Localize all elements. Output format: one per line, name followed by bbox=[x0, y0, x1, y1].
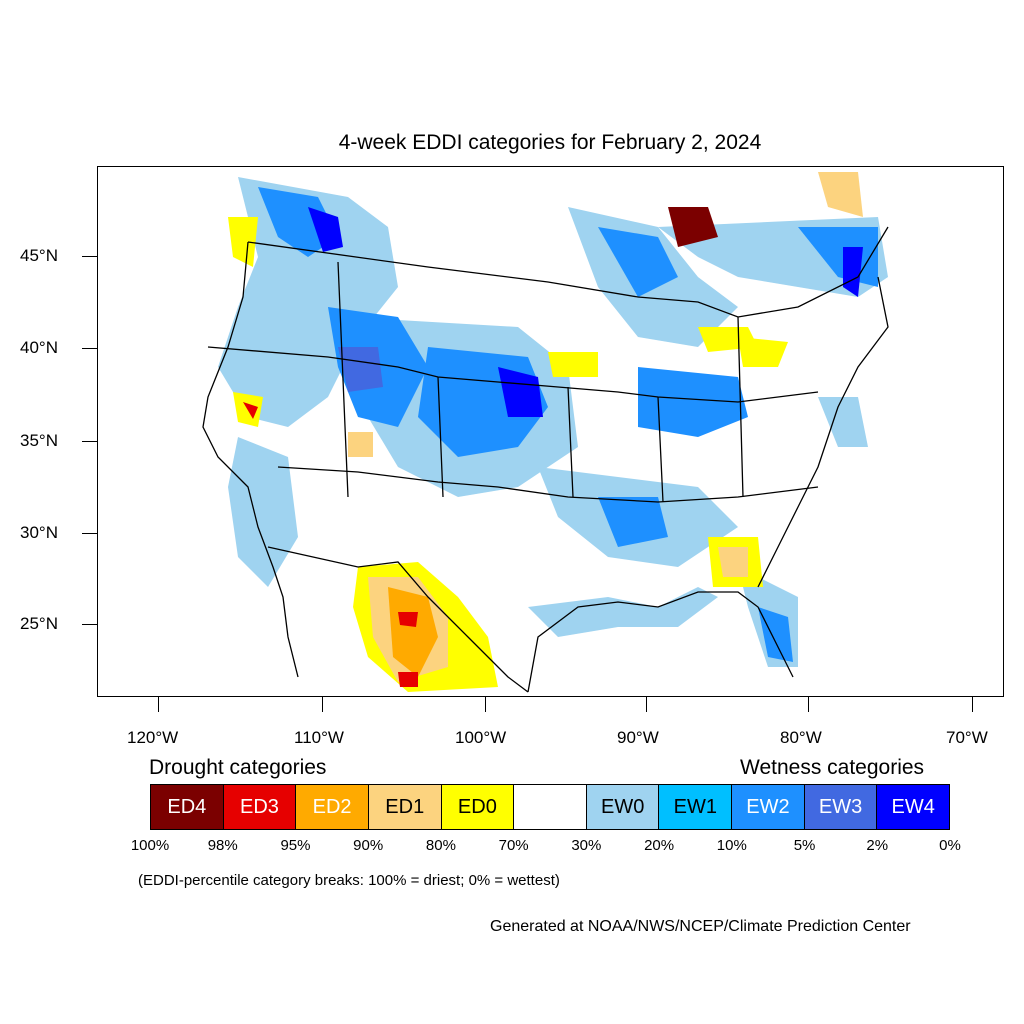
boundaries bbox=[202, 226, 889, 693]
legend-swatch-ed2: ED2 bbox=[296, 785, 369, 829]
lon-tick-70: 70°W bbox=[946, 728, 988, 747]
lon-tickmark-90 bbox=[646, 697, 647, 712]
lon-tickmark-80 bbox=[808, 697, 809, 712]
percent-break-label: 0% bbox=[939, 837, 961, 854]
percent-break-label: 100% bbox=[130, 837, 170, 854]
lat-tickmark-30 bbox=[82, 533, 97, 534]
lat-tickmark-45 bbox=[82, 256, 97, 257]
legend-swatch-neutral bbox=[514, 785, 587, 829]
legend-swatch-ew1: EW1 bbox=[659, 785, 733, 829]
lat-tickmark-25 bbox=[82, 624, 97, 625]
lat-tickmark-35 bbox=[82, 441, 97, 442]
lat-tick-40: 40°N bbox=[20, 338, 58, 357]
lat-tick-30: 30°N bbox=[20, 523, 58, 542]
category-note: (EDDI-percentile category breaks: 100% =… bbox=[138, 872, 560, 889]
eddi-map bbox=[202, 172, 889, 693]
lon-tickmark-70 bbox=[972, 697, 973, 712]
lon-tick-120: 120°W bbox=[127, 728, 179, 747]
percent-break-label: 70% bbox=[498, 837, 529, 854]
lon-tickmark-120 bbox=[158, 697, 159, 712]
legend-swatch-ew4: EW4 bbox=[877, 785, 950, 829]
percent-break-label: 95% bbox=[280, 837, 311, 854]
drought-regions bbox=[228, 172, 863, 692]
lon-tick-80: 80°W bbox=[780, 728, 822, 747]
percent-break-label: 20% bbox=[644, 837, 675, 854]
legend-swatch-ed4: ED4 bbox=[151, 785, 224, 829]
percent-break-label: 98% bbox=[207, 837, 238, 854]
percent-break-label: 90% bbox=[353, 837, 384, 854]
lat-tick-25: 25°N bbox=[20, 614, 58, 633]
legend-swatch-ed3: ED3 bbox=[223, 785, 297, 829]
lon-tick-110: 110°W bbox=[294, 728, 344, 747]
wetness-categories-header: Wetness categories bbox=[740, 756, 925, 779]
percent-break-label: 10% bbox=[716, 837, 747, 854]
lat-tick-45: 45°N bbox=[20, 246, 58, 265]
legend-swatch-ew3: EW3 bbox=[804, 785, 878, 829]
lat-tick-35: 35°N bbox=[20, 431, 58, 450]
lon-tickmark-110 bbox=[322, 697, 323, 712]
legend-swatch-ew2: EW2 bbox=[732, 785, 805, 829]
lon-tick-100: 100°W bbox=[455, 728, 507, 747]
legend-swatch-ed1: ED1 bbox=[368, 785, 442, 829]
percent-break-label: 5% bbox=[793, 837, 816, 854]
wetness-regions bbox=[218, 177, 888, 667]
lat-tickmark-40 bbox=[82, 348, 97, 349]
map-title: 4-week EDDI categories for February 2, 2… bbox=[338, 131, 762, 154]
map-panel bbox=[97, 166, 1004, 697]
legend-swatch-ed0: ED0 bbox=[441, 785, 515, 829]
percent-break-label: 80% bbox=[425, 837, 456, 854]
legend-swatch-ew0: EW0 bbox=[586, 785, 660, 829]
category-legend-bar: ED4 ED3 ED2 ED1 ED0 EW0 EW1 EW2 EW3 EW4 bbox=[150, 784, 950, 830]
percent-break-label: 30% bbox=[571, 837, 602, 854]
lon-tickmark-100 bbox=[485, 697, 486, 712]
percent-break-label: 2% bbox=[866, 837, 889, 854]
credit-text: Generated at NOAA/NWS/NCEP/Climate Predi… bbox=[490, 918, 911, 935]
lon-tick-90: 90°W bbox=[617, 728, 659, 747]
drought-categories-header: Drought categories bbox=[149, 756, 327, 779]
